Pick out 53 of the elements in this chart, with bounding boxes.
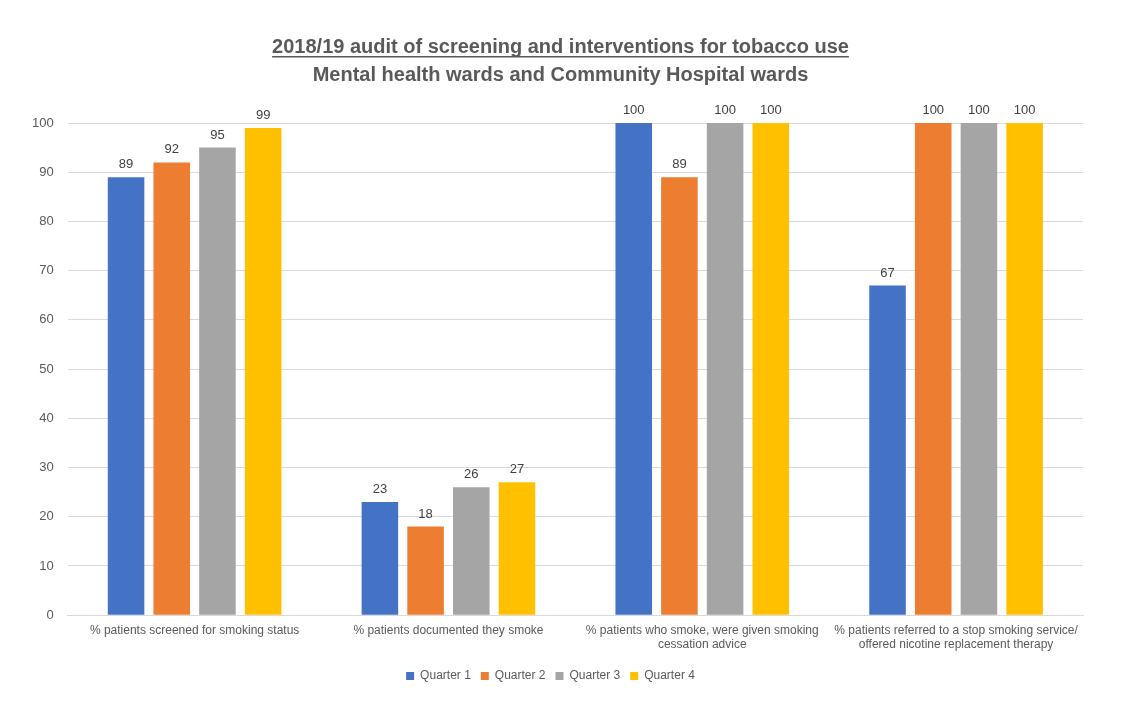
x-tick-label: % patients screened for smoking status <box>89 622 300 637</box>
x-tick-label: % patients referred to a stop smoking service/ offered nicotine replacement therapy <box>834 622 1079 652</box>
data-label: 18 <box>418 505 433 521</box>
y-tick-label: 40 <box>39 409 54 425</box>
data-label: 92 <box>164 141 179 157</box>
data-label: 100 <box>714 102 736 118</box>
data-label: 100 <box>922 102 945 118</box>
y-tick-label: 0 <box>46 606 54 622</box>
legend-label: Quarter 2 <box>494 668 546 683</box>
data-label: 100 <box>968 102 990 118</box>
y-tick-label: 50 <box>39 360 54 376</box>
chart-subtitle: Mental health wards and Community Hospital wards <box>312 63 809 85</box>
data-label: 95 <box>210 126 225 142</box>
bar <box>960 123 998 615</box>
data-label: 100 <box>759 102 782 118</box>
data-label: 99 <box>255 107 271 122</box>
y-tick-label: 60 <box>39 311 54 327</box>
data-label: 27 <box>509 461 525 477</box>
data-label: 89 <box>118 156 134 172</box>
y-tick-label: 100 <box>31 114 54 130</box>
x-tick-label: % patients who smoke, were given smoking cessation advice <box>585 622 819 652</box>
y-tick-label: 20 <box>39 508 54 524</box>
y-tick-label: 70 <box>39 262 54 278</box>
y-tick-label: 10 <box>39 557 54 573</box>
data-label: 89 <box>672 156 687 172</box>
bar <box>615 123 652 615</box>
bar <box>199 147 236 615</box>
data-label: 67 <box>880 264 895 280</box>
data-label: 100 <box>622 102 645 118</box>
legend-label: Quarter 3 <box>569 668 621 683</box>
data-label: 26 <box>464 466 479 482</box>
bar <box>869 285 906 615</box>
y-tick-label: 90 <box>39 163 54 179</box>
bar <box>752 123 790 615</box>
bar <box>153 162 191 615</box>
bar <box>107 177 145 615</box>
bar <box>407 526 444 615</box>
bar <box>661 177 698 615</box>
chart-title: 2018/19 audit of screening and interventions for tobacco use <box>272 35 849 57</box>
legend-label: Quarter 4 <box>644 668 696 683</box>
data-label: 100 <box>1013 102 1036 118</box>
bar <box>244 127 282 615</box>
legend-label: Quarter 1 <box>420 668 472 683</box>
bar <box>498 482 536 615</box>
y-tick-label: 30 <box>39 459 54 475</box>
x-tick-label: % patients documented they smoke <box>353 622 544 637</box>
bar <box>914 123 952 615</box>
bar <box>453 487 490 615</box>
y-tick-label: 80 <box>39 213 54 229</box>
bar <box>706 123 744 615</box>
bar <box>1006 123 1043 615</box>
bar <box>361 501 399 615</box>
data-label: 23 <box>372 481 388 497</box>
